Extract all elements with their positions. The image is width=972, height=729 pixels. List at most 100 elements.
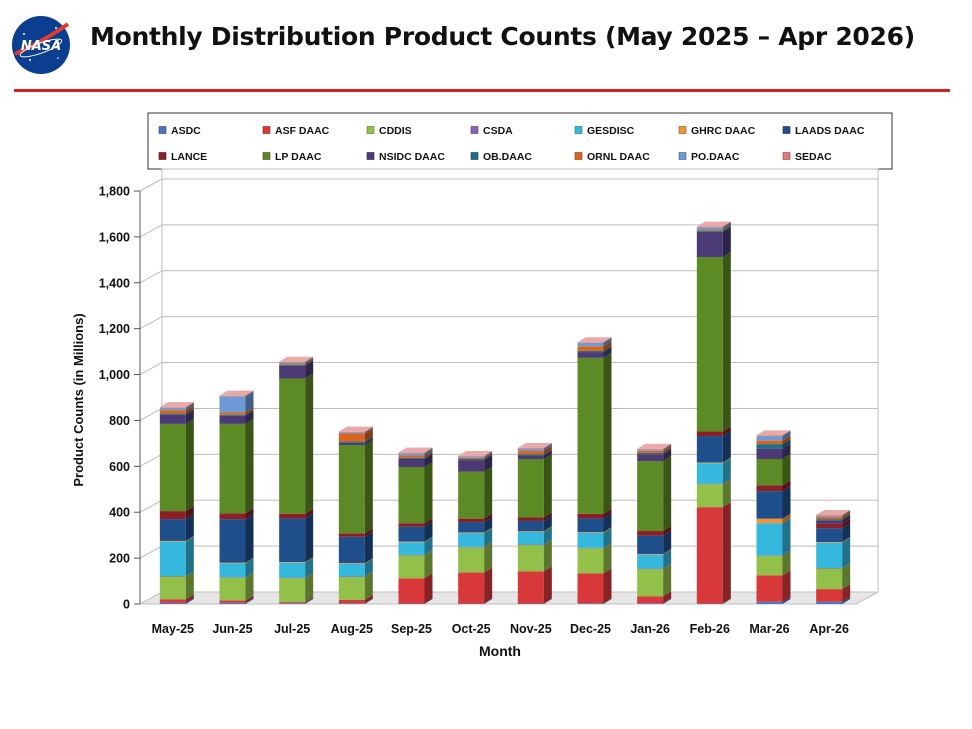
bar-segment-side — [663, 449, 672, 462]
bar-segment — [279, 573, 314, 603]
bar-segment-front — [756, 518, 783, 524]
bar-segment-side — [245, 409, 254, 416]
bar-segment-side — [245, 418, 254, 514]
bar-segment-front — [279, 513, 306, 519]
bar-stack — [517, 442, 552, 605]
bar-segment — [219, 558, 254, 578]
bar-segment — [816, 563, 851, 590]
bar-segment — [159, 408, 194, 415]
bar-segment-side — [364, 437, 373, 445]
bar-segment-front — [517, 603, 544, 605]
bar-segment-side — [663, 444, 672, 451]
bar-segment-front — [219, 513, 246, 520]
gridline-side — [139, 545, 163, 559]
bar-top-face — [279, 356, 314, 362]
bar-segment — [338, 437, 373, 445]
bar-segment-front — [398, 541, 425, 543]
bar-segment — [338, 598, 373, 604]
bar-segment-side — [603, 347, 612, 358]
legend-label: PO.DAAC — [691, 151, 740, 163]
legend: ASDC ASF DAAC CDDIS CSDA GESDISC GHRC DAAC LAA… — [147, 112, 893, 170]
bar-segment — [159, 514, 194, 541]
bar-segment-front — [159, 541, 186, 577]
bar-segment — [577, 345, 612, 353]
bar-segment — [816, 510, 851, 517]
nasa-logo-text: NASA — [21, 39, 61, 54]
bar-segment-front — [517, 520, 544, 532]
bar-top-face — [637, 443, 672, 449]
bar-segment-side — [484, 453, 493, 461]
bar-segment-side — [543, 566, 552, 604]
legend-label: SEDAC — [795, 151, 832, 163]
legend-label: LANCE — [171, 151, 207, 163]
bar-segment — [338, 594, 373, 604]
bar-segment-front — [219, 415, 246, 424]
bar-segment-side — [603, 543, 612, 574]
bar-segment-side — [603, 568, 612, 604]
y-tick-label: 1,600 — [99, 230, 130, 244]
legend-swatch — [782, 126, 791, 134]
bar-segment-side — [245, 572, 254, 601]
bar-segment-front — [219, 562, 246, 564]
bar-segment-front — [338, 444, 365, 534]
bar-segment — [637, 563, 672, 597]
y-tick-label: 1,800 — [99, 185, 130, 199]
bar-segment-front — [219, 577, 246, 578]
bar-segment-side — [842, 511, 851, 520]
bar-segment-side — [364, 558, 373, 564]
bar-segment-front — [398, 458, 425, 468]
bar-segment-side — [424, 450, 433, 458]
bar-segment-front — [159, 599, 186, 603]
legend-item: OB.DAAC — [470, 151, 532, 163]
legend-label: GHRC DAAC — [691, 125, 756, 137]
bar-segment — [756, 439, 791, 449]
bar-segment-side — [185, 506, 194, 520]
bar-segment-front — [458, 460, 485, 472]
bar-segment — [279, 356, 314, 363]
bar-segment-side — [305, 572, 314, 579]
bar-segment-side — [722, 224, 731, 231]
bar-segment — [398, 573, 433, 604]
bar-segment-side — [245, 595, 254, 603]
bar-segment-side — [663, 598, 672, 604]
bar-top-face — [517, 442, 552, 448]
legend-item: CSDA — [470, 125, 513, 137]
bar-segment — [756, 486, 791, 519]
bar-segment-side — [484, 527, 493, 534]
bar-segment — [637, 526, 672, 536]
bar-segment — [338, 528, 373, 537]
bar-segment — [637, 563, 672, 569]
bar-segment-side — [245, 391, 254, 413]
bar-segment-front — [577, 357, 604, 514]
bar-stack — [159, 402, 194, 604]
bar-segment-side — [484, 567, 493, 604]
legend-swatch — [470, 152, 479, 160]
bar-segment — [219, 418, 254, 514]
bar-segment-side — [424, 462, 433, 524]
bar-segment-side — [364, 531, 373, 564]
bar-segment — [458, 598, 493, 605]
bar-segment — [398, 518, 433, 527]
bar-segment — [398, 521, 433, 542]
bar-segment-side — [603, 542, 612, 549]
bar-segment — [816, 518, 851, 529]
legend-swatch — [782, 152, 791, 160]
bar-segment-side — [782, 431, 791, 441]
bar-segment-side — [722, 479, 731, 508]
y-tick-label: 0 — [123, 598, 130, 612]
bar-segment-front — [398, 603, 425, 605]
bar-segment-front — [816, 515, 843, 517]
bar-segment-front — [517, 455, 544, 459]
bar-segment-front — [279, 363, 306, 365]
bar-segment-front — [398, 467, 425, 524]
bar-segment — [637, 445, 672, 454]
bar-segment — [219, 391, 254, 413]
bar-segment-front — [458, 546, 485, 548]
bar-segment-side — [722, 426, 731, 437]
bar-segment-side — [364, 528, 373, 537]
bar-segment-front — [637, 454, 664, 462]
bar-segment-front — [279, 364, 306, 366]
bar-segment-front — [696, 431, 723, 437]
bar-segment-front — [338, 433, 365, 442]
bar-segment-front — [577, 513, 604, 519]
